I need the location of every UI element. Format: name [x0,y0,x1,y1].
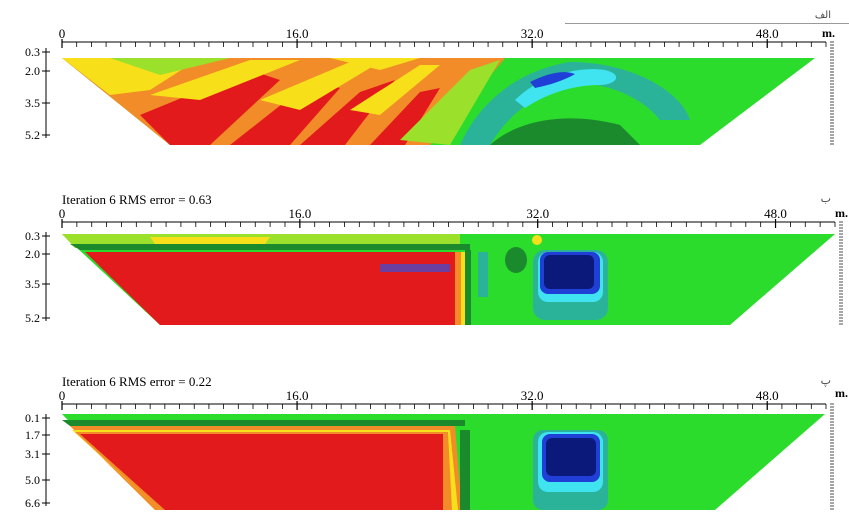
panel-label: پ [820,375,831,387]
section-plot: 0 16.0 32.0 48.0 0.3 2.0 3.5 5.2 [25,206,843,325]
unit-label: m. [835,206,848,220]
x-tick-label: 48.0 [764,206,787,221]
depth-label: 5.2 [25,311,40,325]
region-red [80,434,443,510]
region-yellow-top [330,58,420,70]
depth-label: 5.2 [25,128,40,142]
depth-label: 3.5 [25,96,40,110]
x-axis: 0 16.0 32.0 48.0 [59,26,834,145]
region-darkgreen-blob [505,247,527,273]
depth-label: 6.6 [25,496,40,510]
depth-label: 2.0 [25,247,40,261]
region-blue [530,72,575,88]
unit-label: m. [822,26,835,40]
x-tick-label: 48.0 [756,388,779,403]
unit-label: m. [835,386,848,400]
section-plot: 0 16.0 32.0 48.0 0.3 2.0 3.5 5.2 [25,26,834,145]
band-darkgreen [70,244,470,250]
region-navy-box [544,255,594,289]
x-tick-label: 0 [59,388,66,403]
x-axis: 0 16.0 32.0 48.0 [59,206,843,325]
band-darkgreen [62,420,465,426]
region-red-4 [370,88,440,145]
depth-axis: 0.3 2.0 3.5 5.2 [25,229,50,325]
x-tick-label: 48.0 [756,26,779,41]
depth-label: 5.0 [25,473,40,487]
section-plot: 0 16.0 32.0 48.0 0.1 1.7 3.1 5.0 6.6 [25,388,834,510]
region-red-1 [140,70,280,145]
dot-yellow [532,235,542,245]
depth-label: 0.1 [25,411,40,425]
region-red-3 [300,80,395,145]
depth-axis: 0.1 1.7 3.1 5.0 6.6 [25,411,50,510]
panel-be: ب Iteration 6 RMS error = 0.63 0 16.0 32.0… [0,180,849,340]
x-tick-label: 0 [59,206,66,221]
region-dark-green [490,118,640,145]
region-yellow-3 [260,62,380,110]
region-lightgreen-2 [400,60,500,145]
x-tick-label: 16.0 [288,206,311,221]
x-axis: 0 16.0 32.0 48.0 [59,388,834,510]
panel-label: ب [820,193,831,205]
x-tick-label: 32.0 [526,206,549,221]
depth-axis: 0.3 2.0 3.5 5.2 [25,45,50,142]
x-tick-label: 32.0 [521,26,544,41]
band-yellow [150,237,270,244]
region-red [85,252,455,325]
region-lightgreen-1 [110,58,230,75]
top-divider-line [565,23,849,24]
region-teal [460,62,690,145]
edge-darkgreen [460,430,470,510]
depth-label: 0.3 [25,45,40,59]
depth-label: 2.0 [25,64,40,78]
depth-label: 1.7 [25,428,40,442]
panel-label: الف [814,10,831,21]
edge-darkgreen [465,250,471,325]
panel-pe: پ Iteration 6 RMS error = 0.22 0 16.0 32.0… [0,360,849,515]
region-yellow-4 [350,65,440,115]
depth-label: 0.3 [25,229,40,243]
region-yellow-2 [150,60,300,100]
panel-alef: الف 0 16.0 32.0 48.0 0.3 2.0 3.5 5.2 m. [0,0,849,160]
region-navy-box [546,438,596,476]
iteration-caption: Iteration 6 RMS error = 0.63 [62,192,212,207]
region-purple [380,264,450,272]
x-tick-label: 32.0 [521,388,544,403]
iteration-caption: Iteration 6 RMS error = 0.22 [62,374,212,389]
x-tick-label: 0 [59,26,66,41]
region-cyan [515,69,617,108]
depth-label: 3.1 [25,447,40,461]
x-tick-label: 16.0 [286,26,309,41]
x-tick-label: 16.0 [286,388,309,403]
edge-orange [455,252,461,325]
region-teal-col [478,252,488,297]
depth-label: 3.5 [25,277,40,291]
edge-yellow [461,252,465,325]
